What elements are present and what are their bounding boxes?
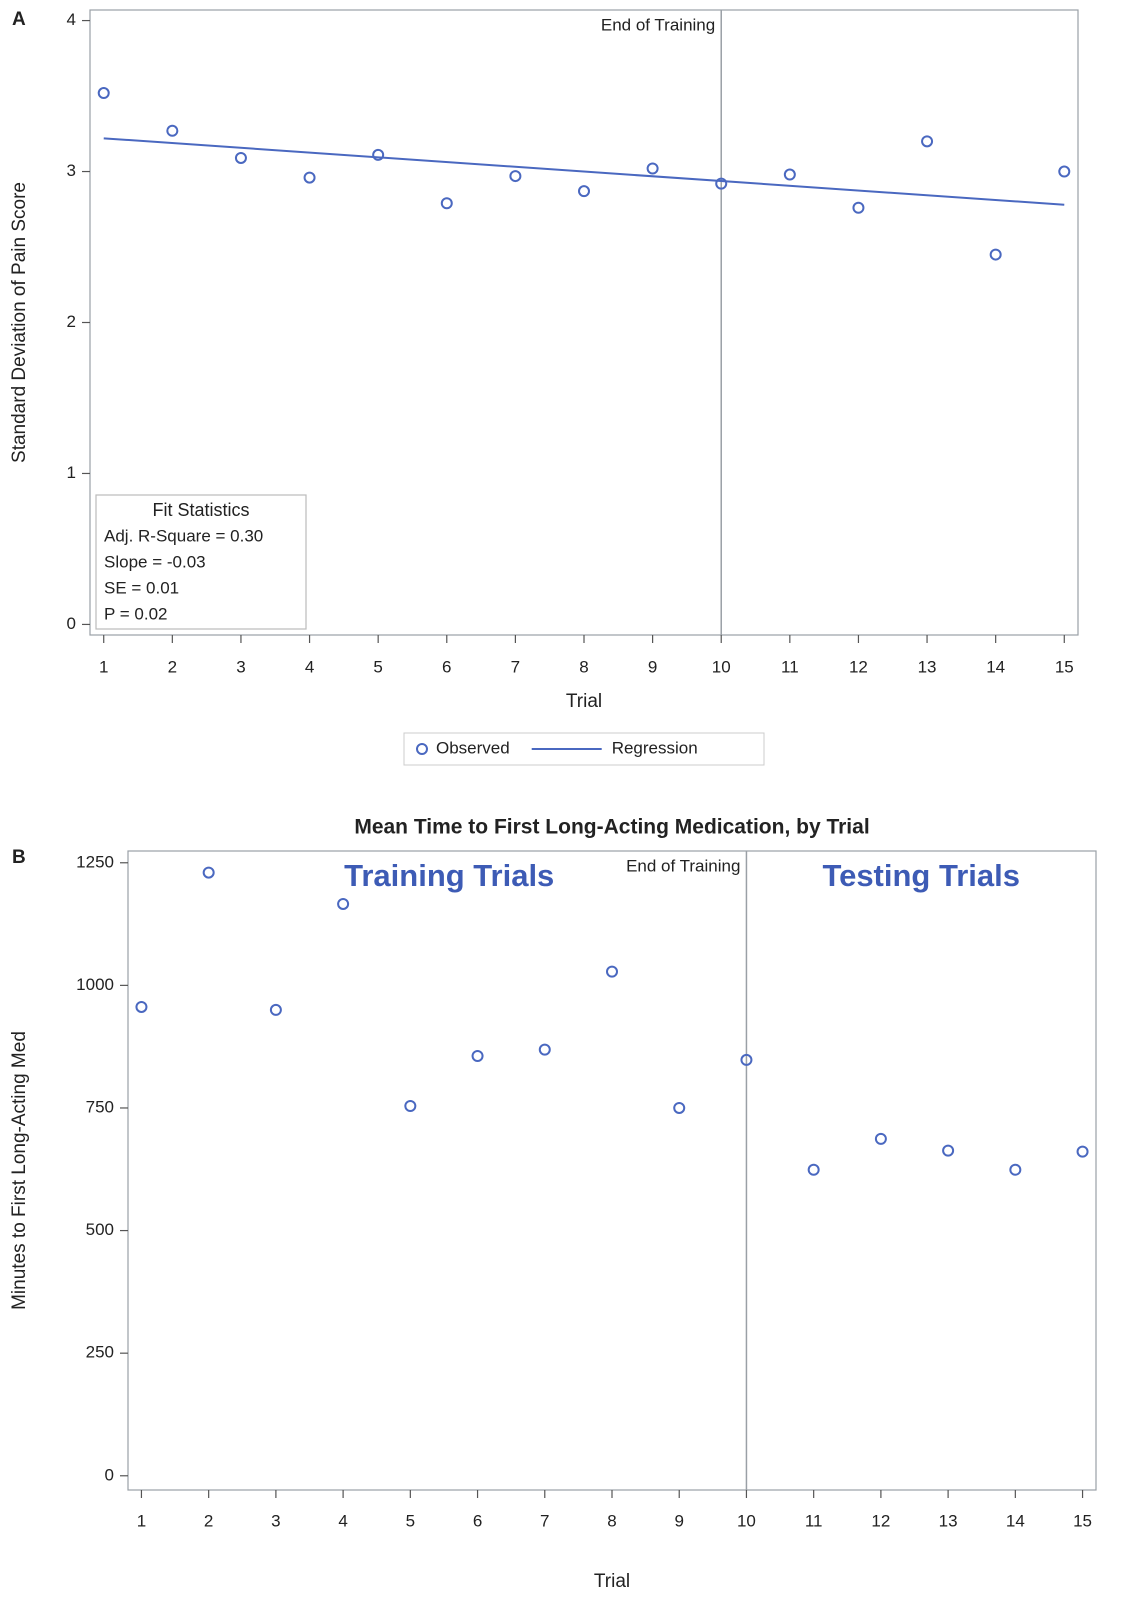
- reference-label: End of Training: [626, 856, 740, 875]
- data-point: [807, 1163, 820, 1176]
- x-tick-label: 15: [1055, 657, 1074, 676]
- data-point: [135, 1000, 148, 1013]
- chart-title: Mean Time to First Long-Acting Medicatio…: [354, 816, 869, 839]
- legend-label: Regression: [612, 738, 698, 757]
- legend-label: Observed: [436, 738, 510, 757]
- y-tick-label: 750: [86, 1097, 114, 1116]
- panel-label: A: [12, 9, 26, 30]
- data-point: [1009, 1163, 1022, 1176]
- fit-statistics-line: Adj. R-Square = 0.30: [104, 526, 263, 545]
- y-tick-label: 2: [67, 312, 76, 331]
- panel-label: B: [12, 847, 26, 868]
- y-tick-label: 3: [67, 161, 76, 180]
- x-tick-label: 14: [1006, 1511, 1025, 1530]
- regression-line: [103, 137, 1065, 206]
- data-point: [989, 248, 1002, 261]
- fit-statistics-line: SE = 0.01: [104, 578, 179, 597]
- data-point: [471, 1049, 484, 1062]
- x-tick-label: 6: [473, 1511, 482, 1530]
- data-point: [921, 135, 934, 148]
- fit-statistics-line: P = 0.02: [104, 604, 168, 623]
- x-tick-label: 8: [607, 1511, 616, 1530]
- annotation: Testing Trials: [822, 858, 1020, 893]
- fit-statistics-line: Slope = -0.03: [104, 552, 206, 571]
- y-tick-label: 1250: [76, 852, 114, 871]
- data-point: [942, 1144, 955, 1157]
- data-point: [509, 170, 522, 183]
- reference-label: End of Training: [601, 15, 715, 34]
- x-tick-label: 3: [271, 1511, 280, 1530]
- y-tick-label: 1000: [76, 975, 114, 994]
- x-tick-label: 12: [871, 1511, 890, 1530]
- x-tick-label: 6: [442, 657, 451, 676]
- x-tick-label: 12: [849, 657, 868, 676]
- data-point: [97, 87, 110, 100]
- y-axis-title: Standard Deviation of Pain Score: [9, 182, 30, 463]
- data-point: [440, 197, 453, 210]
- data-point: [337, 897, 350, 910]
- x-axis-title: Trial: [594, 1571, 630, 1592]
- y-tick-label: 1: [67, 463, 76, 482]
- data-point: [783, 168, 796, 181]
- x-tick-label: 9: [648, 657, 657, 676]
- x-tick-label: 4: [338, 1511, 347, 1530]
- x-tick-label: 13: [918, 657, 937, 676]
- x-tick-label: 15: [1073, 1511, 1092, 1530]
- data-point: [606, 965, 618, 978]
- y-tick-label: 500: [86, 1220, 114, 1239]
- data-point: [404, 1100, 417, 1113]
- x-tick-label: 4: [305, 657, 314, 676]
- data-point: [1058, 165, 1071, 178]
- y-tick-label: 0: [105, 1465, 114, 1484]
- data-point: [372, 148, 385, 161]
- x-axis-title: Trial: [566, 691, 602, 712]
- data-point: [715, 177, 728, 190]
- x-tick-label: 13: [939, 1511, 958, 1530]
- x-tick-label: 10: [737, 1511, 756, 1530]
- x-tick-label: 8: [579, 657, 588, 676]
- x-tick-label: 7: [511, 657, 520, 676]
- data-point: [303, 171, 316, 184]
- data-point: [578, 185, 590, 198]
- x-tick-label: 7: [540, 1511, 549, 1530]
- y-tick-label: 4: [67, 10, 76, 29]
- x-tick-label: 14: [986, 657, 1005, 676]
- data-point: [874, 1132, 887, 1145]
- x-tick-label: 3: [236, 657, 245, 676]
- data-point: [646, 162, 659, 175]
- x-tick-label: 5: [406, 1511, 415, 1530]
- y-tick-label: 250: [86, 1343, 114, 1362]
- x-tick-label: 1: [99, 657, 108, 676]
- x-tick-label: 1: [137, 1511, 146, 1530]
- data-point: [166, 124, 179, 137]
- x-tick-label: 11: [805, 1511, 823, 1530]
- x-tick-label: 5: [373, 657, 382, 676]
- data-point: [269, 1003, 282, 1016]
- data-point: [202, 866, 215, 879]
- y-tick-label: 0: [67, 614, 76, 633]
- fit-statistics-box: [95, 494, 307, 630]
- data-point: [852, 201, 865, 214]
- y-axis-title: Minutes to First Long-Acting Med: [9, 1031, 30, 1310]
- x-tick-label: 11: [781, 657, 799, 676]
- data-point: [1076, 1145, 1089, 1158]
- x-tick-label: 2: [204, 1511, 213, 1530]
- x-tick-label: 9: [674, 1511, 683, 1530]
- data-point: [538, 1043, 551, 1056]
- legend-swatch: [416, 743, 428, 755]
- plot-frame: [127, 850, 1097, 1491]
- data-point: [673, 1101, 686, 1114]
- fit-statistics-title: Fit Statistics: [152, 500, 249, 520]
- x-tick-label: 2: [168, 657, 177, 676]
- data-point: [740, 1053, 753, 1066]
- data-point: [234, 151, 247, 164]
- annotation: Training Trials: [344, 858, 554, 893]
- x-tick-label: 10: [712, 657, 731, 676]
